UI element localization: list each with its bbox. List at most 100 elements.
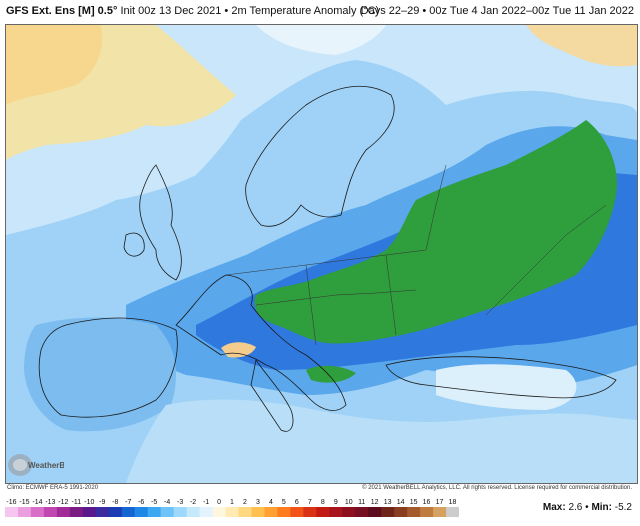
colorbar-swatch: [82, 507, 97, 517]
colorbar-label: -16: [6, 499, 16, 506]
colorbar-label: 6: [295, 499, 299, 506]
colorbar-swatch: [316, 507, 330, 517]
colorbar-swatch: [160, 507, 175, 517]
colorbar-label: 10: [345, 499, 353, 506]
colorbar-swatch: [108, 507, 123, 517]
colorbar-label: 17: [436, 499, 444, 506]
colorbar-label: 5: [282, 499, 286, 506]
colorbar-swatch: [329, 507, 343, 517]
colorbar-swatch: [199, 507, 214, 517]
colorbar: -16 -15 -14 -13 -12 -11 -10 -9 -8 -7 -6 -5 -4 -3 -2 -1 0…: [5, 499, 459, 517]
colorbar-label: 3: [256, 499, 260, 506]
anomaly-map[interactable]: [5, 24, 638, 484]
svg-text:WeatherBELL: WeatherBELL: [28, 461, 64, 470]
mediterranean-pale: [126, 399, 637, 483]
colorbar-label: -15: [19, 499, 29, 506]
colorbar-label: -13: [45, 499, 55, 506]
colorbar-swatch: [277, 507, 291, 517]
colorbar-swatch: [69, 507, 84, 517]
max-value: 2.6: [568, 502, 583, 513]
copyright-credit: © 2021 WeatherBELL Analytics, LLC. All r…: [362, 485, 632, 491]
colorbar-label: 2: [243, 499, 247, 506]
balkan-green-spot: [306, 365, 356, 383]
colorbar-label: 16: [423, 499, 431, 506]
colorbar-swatch: [303, 507, 317, 517]
colorbar-label: 8: [321, 499, 325, 506]
colorbar-swatch: [5, 507, 19, 517]
colorbar-swatch: [30, 507, 45, 517]
country-borders: [225, 164, 607, 346]
max-label: Max:: [542, 502, 566, 513]
header-separator: •: [224, 5, 229, 17]
colorbar-swatch: [381, 507, 395, 517]
colorbar-swatch: [95, 507, 110, 517]
colorbar-swatch: [173, 507, 188, 517]
colorbar-swatch: [186, 507, 201, 517]
colorbar-swatch: [238, 507, 252, 517]
colorbar-label: 18: [449, 499, 457, 506]
colorbar-swatch: [43, 507, 58, 517]
coastlines: [38, 85, 617, 432]
colorbar-swatch: [121, 507, 136, 517]
colorbar-label: 11: [358, 499, 365, 506]
colorbar-label: -4: [164, 499, 170, 506]
stats-readout: Max: 2.6 • Min: -5.2: [543, 502, 632, 513]
colorbar-label: 12: [371, 499, 379, 506]
colorbar-label: -11: [72, 499, 82, 506]
colorbar-swatch: [342, 507, 356, 517]
colorbar-swatch: [225, 507, 239, 517]
colorbar-swatch: [446, 507, 459, 517]
colorbar-label: -3: [177, 499, 183, 506]
colorbar-swatch: [394, 507, 408, 517]
colorbar-swatch: [290, 507, 304, 517]
colorbar-swatch: [433, 507, 447, 517]
min-label: Min:: [591, 502, 612, 513]
stats-separator: •: [585, 502, 589, 513]
colorbar-swatch: [134, 507, 149, 517]
warm-anomaly-northeast: [526, 25, 637, 67]
colorbar-label: -12: [58, 499, 68, 506]
min-value: -5.2: [614, 502, 632, 513]
alps-warm-spot: [221, 342, 256, 358]
model-name: GFS Ext. Ens [M] 0.5°: [6, 5, 118, 17]
colorbar-label: -1: [203, 499, 209, 506]
weatherbell-logo: WeatherBELL: [6, 452, 80, 478]
colorbar-label: 13: [384, 499, 392, 506]
colorbar-label: 0: [217, 499, 221, 506]
pale-north: [256, 25, 386, 55]
valid-period: Days 22–29 • 00z Tue 4 Jan 2022–00z Tue …: [360, 5, 634, 17]
colorbar-label: 9: [334, 499, 338, 506]
variable-name: 2m Temperature Anomaly (°C): [231, 5, 380, 17]
colorbar-swatch: [407, 507, 421, 517]
colorbar-label: -10: [84, 499, 94, 506]
iberia-blue: [24, 317, 176, 432]
colorbar-swatch: [147, 507, 162, 517]
colorbar-label: -8: [112, 499, 118, 506]
init-time: Init 00z 13 Dec 2021: [120, 5, 222, 17]
colorbar-label: -2: [190, 499, 196, 506]
colorbar-swatch: [420, 507, 434, 517]
colorbar-swatch: [56, 507, 71, 517]
colorbar-label: 4: [269, 499, 273, 506]
anatolia-pale: [436, 364, 577, 410]
warm-core-atlantic: [6, 25, 103, 105]
colorbar-label: -7: [125, 499, 131, 506]
colorbar-swatch: [355, 507, 369, 517]
colorbar-swatch: [251, 507, 265, 517]
colorbar-label: -9: [99, 499, 105, 506]
colorbar-label: 7: [308, 499, 312, 506]
map-header: GFS Ext. Ens [M] 0.5° Init 00z 13 Dec 20…: [0, 0, 640, 24]
header-left: GFS Ext. Ens [M] 0.5° Init 00z 13 Dec 20…: [6, 5, 379, 17]
map-canvas: [6, 25, 637, 483]
colorbar-swatch: [264, 507, 278, 517]
colorbar-label: -14: [32, 499, 42, 506]
colorbar-label: 14: [397, 499, 405, 506]
colorbar-label: 15: [410, 499, 418, 506]
colorbar-swatch: [17, 507, 32, 517]
colorbar-label: 1: [230, 499, 234, 506]
colorbar-swatch: [212, 507, 227, 517]
colorbar-label: -5: [151, 499, 157, 506]
colorbar-label: -6: [138, 499, 144, 506]
colorbar-swatch: [368, 507, 382, 517]
climo-credit: Climo: ECMWF ERA-5 1991-2020: [7, 485, 99, 491]
